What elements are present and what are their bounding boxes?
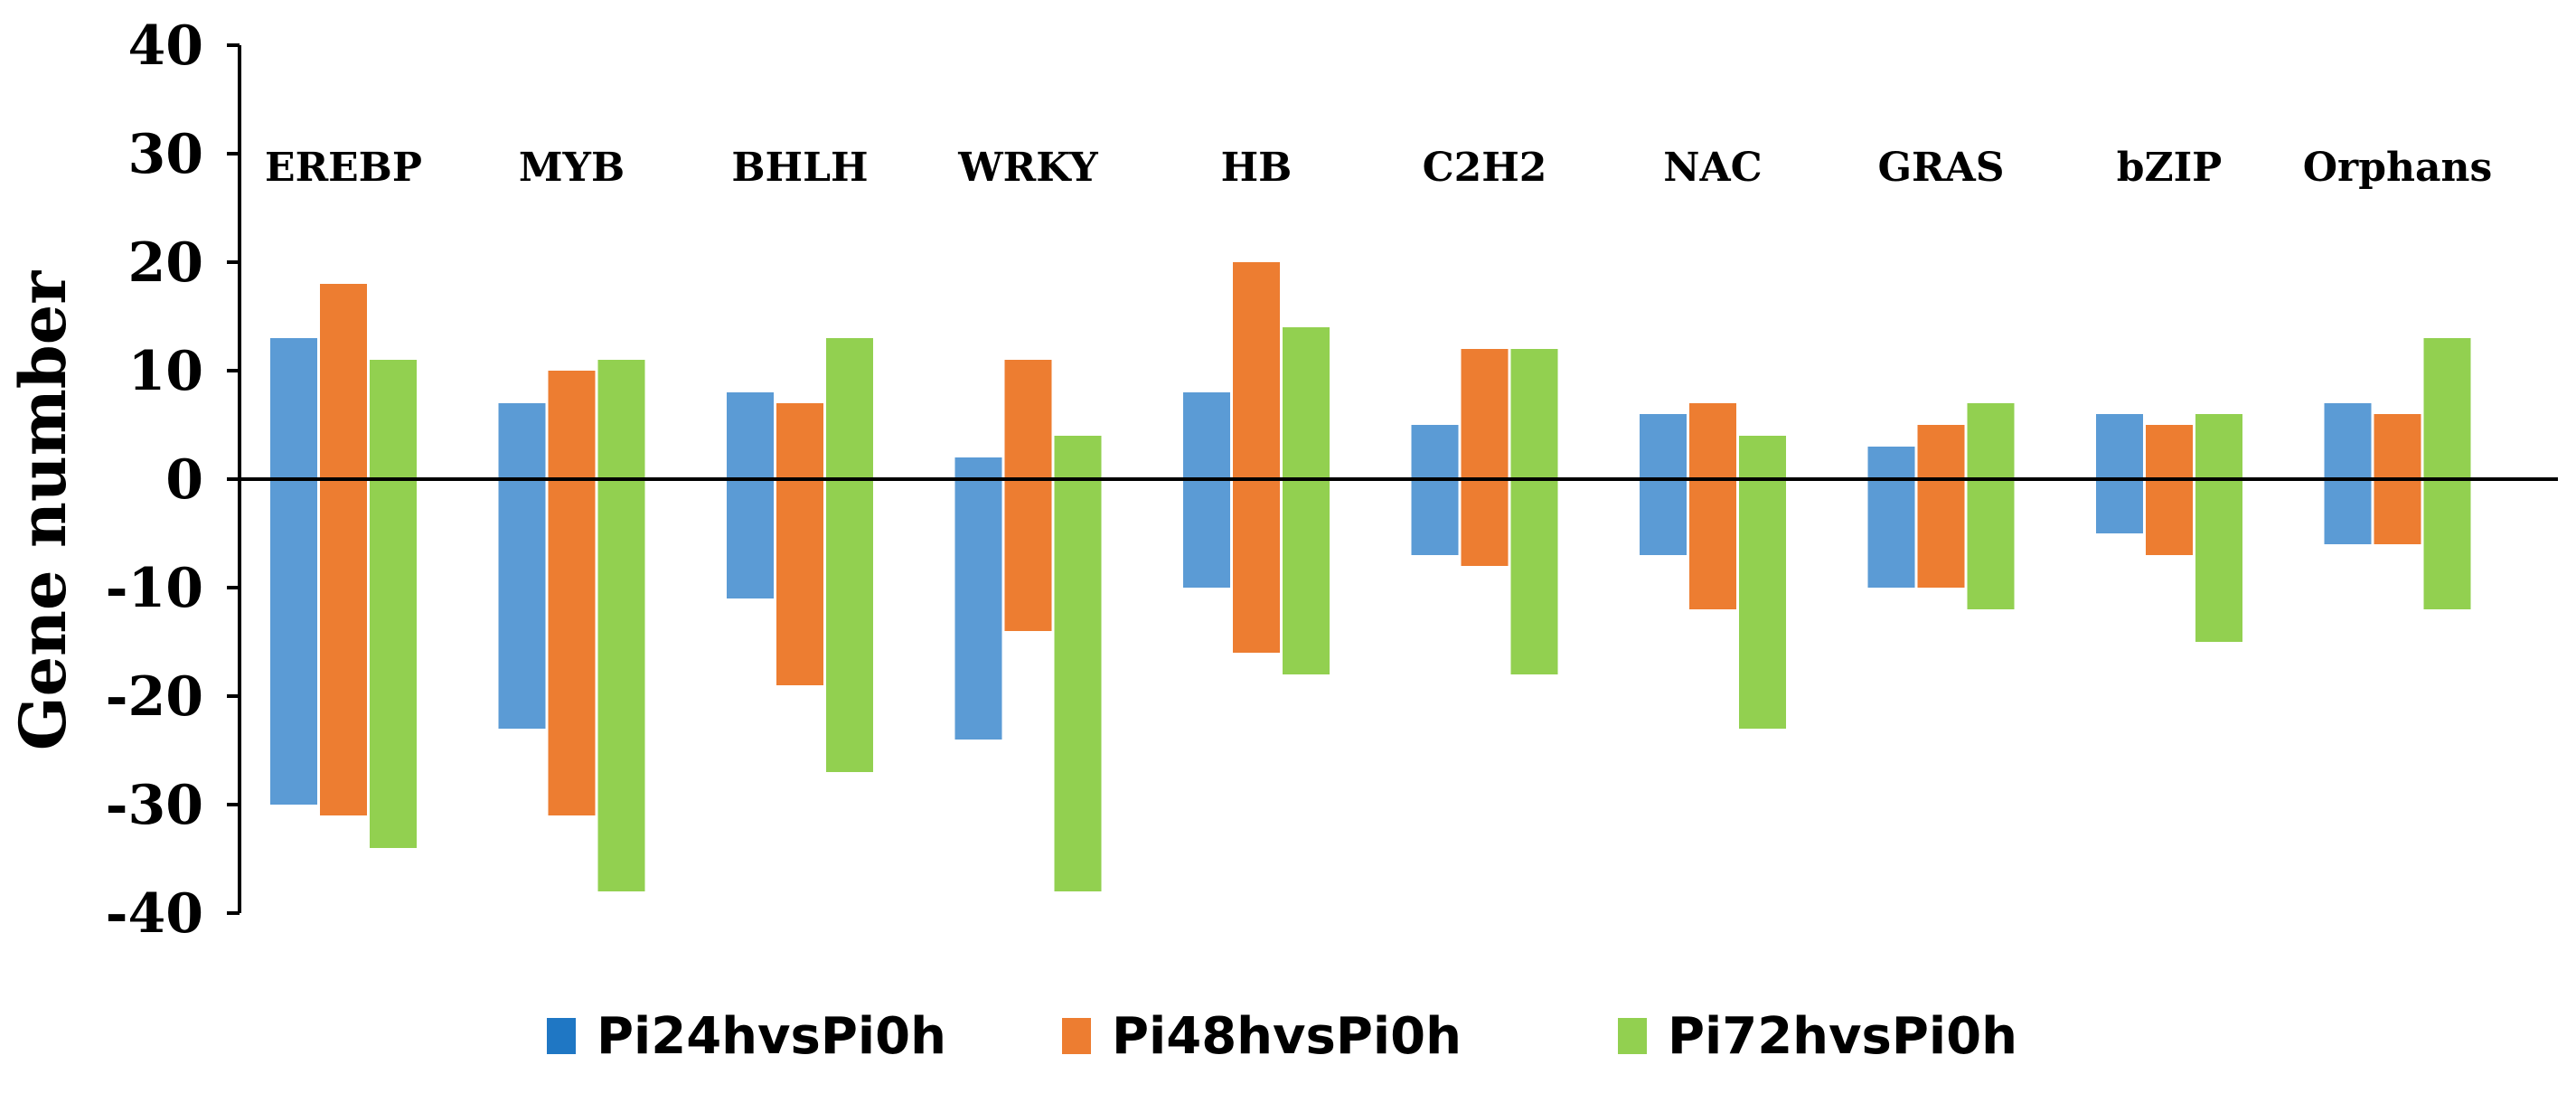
bar-wrky-pi72hvspi0h-up [1054, 436, 1102, 479]
bar-bzip-pi24hvspi0h-down [2096, 479, 2143, 533]
category-label-bzip: bZIP [2117, 145, 2223, 191]
bar-wrky-pi72hvspi0h-down [1054, 479, 1102, 891]
y-tick-labels: 40 30 20 10 0 -10 -20 -30 -40 [106, 14, 240, 946]
bar-orphans-pi72hvspi0h-up [2423, 338, 2471, 479]
bar-gras-pi48hvspi0h-down [1917, 479, 1965, 588]
bar-c2h2-pi24hvspi0h-up [1411, 425, 1459, 479]
category-label-erebp: EREBP [265, 145, 422, 191]
bar-nac-pi48hvspi0h-up [1689, 403, 1736, 479]
bar-bhlh-pi72hvspi0h-down [826, 479, 873, 772]
bar-myb-pi48hvspi0h-down [548, 479, 596, 815]
legend: Pi24hvsPi0h Pi48hvsPi0h Pi72hvsPi0h [547, 1007, 2017, 1066]
category-label-c2h2: C2H2 [1423, 145, 1547, 191]
bar-c2h2-pi72hvspi0h-down [1510, 479, 1558, 674]
bar-gras-pi72hvspi0h-down [1967, 479, 2015, 609]
bar-myb-pi24hvspi0h-down [498, 479, 546, 729]
bars-group [270, 262, 2471, 891]
y-tick-label: 10 [128, 340, 204, 403]
y-axis-title: Gene number [5, 270, 80, 750]
legend-swatch-pi48hvspi0h [1062, 1018, 1091, 1054]
bar-hb-pi72hvspi0h-up [1283, 327, 1330, 479]
bar-bzip-pi72hvspi0h-down [2195, 479, 2242, 642]
bar-erebp-pi48hvspi0h-up [320, 284, 367, 479]
bar-myb-pi24hvspi0h-up [498, 403, 546, 479]
y-tick-label: -40 [106, 882, 203, 946]
bar-erebp-pi48hvspi0h-down [320, 479, 367, 815]
y-tick-label: 40 [128, 14, 204, 78]
bar-erebp-pi72hvspi0h-up [370, 360, 417, 479]
bar-c2h2-pi24hvspi0h-down [1411, 479, 1459, 555]
bar-nac-pi24hvspi0h-up [1640, 414, 1687, 479]
bar-gras-pi48hvspi0h-up [1917, 425, 1965, 479]
bar-nac-pi72hvspi0h-down [1739, 479, 1786, 729]
bar-orphans-pi24hvspi0h-down [2324, 479, 2372, 544]
bar-bzip-pi48hvspi0h-up [2146, 425, 2193, 479]
bar-c2h2-pi48hvspi0h-up [1461, 349, 1509, 479]
legend-swatch-pi72hvspi0h [1618, 1018, 1647, 1054]
bar-myb-pi72hvspi0h-up [597, 360, 645, 479]
bar-nac-pi48hvspi0h-down [1689, 479, 1736, 609]
bar-wrky-pi24hvspi0h-up [954, 457, 1002, 479]
bar-wrky-pi48hvspi0h-up [1004, 360, 1052, 479]
y-tick-label: -30 [106, 774, 203, 837]
bar-erebp-pi24hvspi0h-down [270, 479, 317, 805]
category-label-bhlh: BHLH [731, 145, 868, 191]
y-tick-label: -10 [106, 557, 203, 620]
y-tick-label: 0 [165, 448, 203, 512]
bar-hb-pi48hvspi0h-up [1233, 262, 1280, 479]
bar-bzip-pi24hvspi0h-up [2096, 414, 2143, 479]
bar-c2h2-pi72hvspi0h-up [1510, 349, 1558, 479]
bar-bhlh-pi72hvspi0h-up [826, 338, 873, 479]
legend-label-pi24hvspi0h: Pi24hvsPi0h [597, 1007, 946, 1066]
bar-nac-pi24hvspi0h-down [1640, 479, 1687, 555]
bar-hb-pi24hvspi0h-up [1183, 392, 1230, 479]
bar-bzip-pi72hvspi0h-up [2195, 414, 2242, 479]
category-label-nac: NAC [1663, 145, 1762, 191]
category-label-wrky: WRKY [957, 145, 1098, 191]
bar-bhlh-pi24hvspi0h-up [727, 392, 774, 479]
category-label-myb: MYB [519, 145, 625, 191]
bar-erebp-pi72hvspi0h-down [370, 479, 417, 848]
bar-hb-pi72hvspi0h-down [1283, 479, 1330, 674]
bar-myb-pi72hvspi0h-down [597, 479, 645, 891]
legend-label-pi72hvspi0h: Pi72hvsPi0h [1668, 1007, 2017, 1066]
bar-hb-pi24hvspi0h-down [1183, 479, 1230, 588]
y-tick-label: 20 [128, 231, 204, 295]
category-labels: EREBP MYB BHLH WRKY HB C2H2 NAC GRAS bZIP Orphans [265, 145, 2492, 191]
bar-myb-pi48hvspi0h-up [548, 371, 596, 479]
y-tick-label: 30 [128, 123, 204, 186]
legend-label-pi48hvspi0h: Pi48hvsPi0h [1112, 1007, 1462, 1066]
bar-nac-pi72hvspi0h-up [1739, 436, 1786, 479]
legend-swatch-pi24hvspi0h [547, 1018, 576, 1054]
bar-wrky-pi48hvspi0h-down [1004, 479, 1052, 631]
bar-hb-pi48hvspi0h-down [1233, 479, 1280, 653]
bar-bhlh-pi48hvspi0h-up [776, 403, 823, 479]
category-label-orphans: Orphans [2303, 145, 2493, 191]
bar-gras-pi72hvspi0h-up [1967, 403, 2015, 479]
bar-bhlh-pi24hvspi0h-down [727, 479, 774, 598]
bar-wrky-pi24hvspi0h-down [954, 479, 1002, 740]
bar-bhlh-pi48hvspi0h-down [776, 479, 823, 685]
bar-erebp-pi24hvspi0h-up [270, 338, 317, 479]
bar-orphans-pi72hvspi0h-down [2423, 479, 2471, 609]
bar-bzip-pi48hvspi0h-down [2146, 479, 2193, 555]
bar-orphans-pi48hvspi0h-up [2374, 414, 2421, 479]
y-tick-label: -20 [106, 665, 203, 729]
bar-c2h2-pi48hvspi0h-down [1461, 479, 1509, 566]
category-label-gras: GRAS [1877, 145, 2004, 191]
bar-orphans-pi48hvspi0h-down [2374, 479, 2421, 544]
bar-gras-pi24hvspi0h-up [1867, 447, 1915, 479]
bar-orphans-pi24hvspi0h-up [2324, 403, 2372, 479]
category-label-hb: HB [1221, 145, 1293, 191]
bar-gras-pi24hvspi0h-down [1867, 479, 1915, 588]
